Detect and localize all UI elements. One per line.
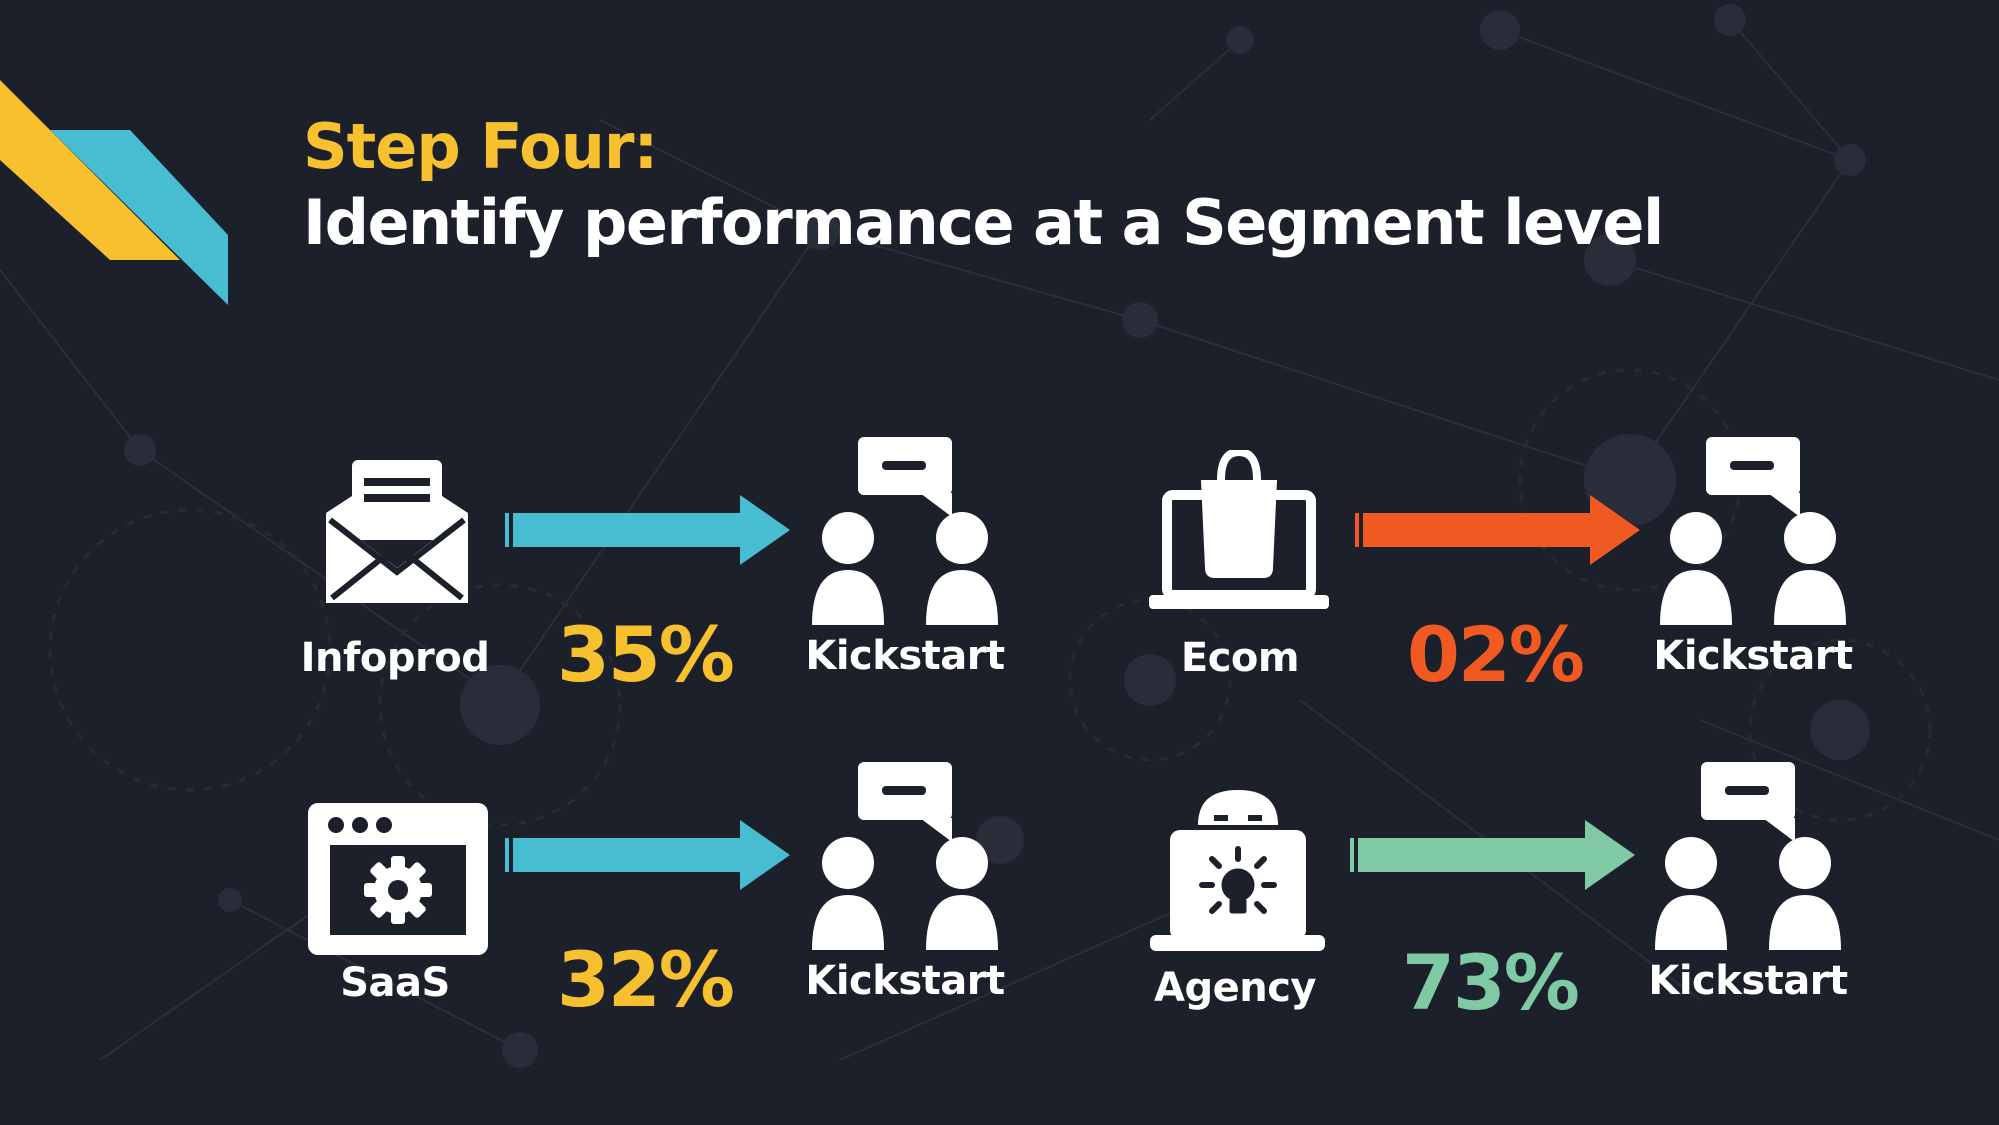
browser-gear-icon [308,803,488,955]
team-chat-icon [812,437,998,625]
target-label: Kickstart [805,958,1005,1004]
segment-agency: Agency 73% Kickstart [1140,755,1999,1027]
envelope-icon [326,460,468,603]
conversion-percent: 35% [557,610,735,699]
step-title: Step Four: [303,110,658,183]
segment-label: Agency [1154,965,1316,1011]
page-headline: Identify performance at a Segment level [303,186,1664,259]
corner-stripes-decoration [0,80,228,305]
conversion-percent: 73% [1402,938,1580,1027]
team-chat-icon [812,762,998,950]
target-label: Kickstart [1648,958,1848,1004]
conversion-percent: 32% [557,935,735,1024]
team-chat-icon [1655,762,1841,950]
segment-label: SaaS [340,960,450,1006]
arrow-right-icon [1355,495,1640,565]
segment-saas: SaaS 32% Kickstart [290,755,1190,1024]
arrow-right-icon [505,820,790,890]
segment-ecom: Ecom 02% Kickstart [1140,430,1999,699]
arrow-right-icon [505,495,790,565]
arrow-right-icon [1350,820,1635,890]
shopping-laptop-icon [1149,450,1329,609]
team-chat-icon [1660,437,1846,625]
title-block: Step Four: Identify performance at a Seg… [303,110,1664,262]
segment-infoprod: Infoprod 35% Kickstart [290,430,1190,699]
segment-label: Ecom [1180,635,1300,681]
target-label: Kickstart [805,633,1005,679]
segment-label: Infoprod [300,635,490,681]
conversion-percent: 02% [1407,610,1585,699]
idea-laptop-icon [1150,790,1325,951]
target-label: Kickstart [1653,633,1853,679]
